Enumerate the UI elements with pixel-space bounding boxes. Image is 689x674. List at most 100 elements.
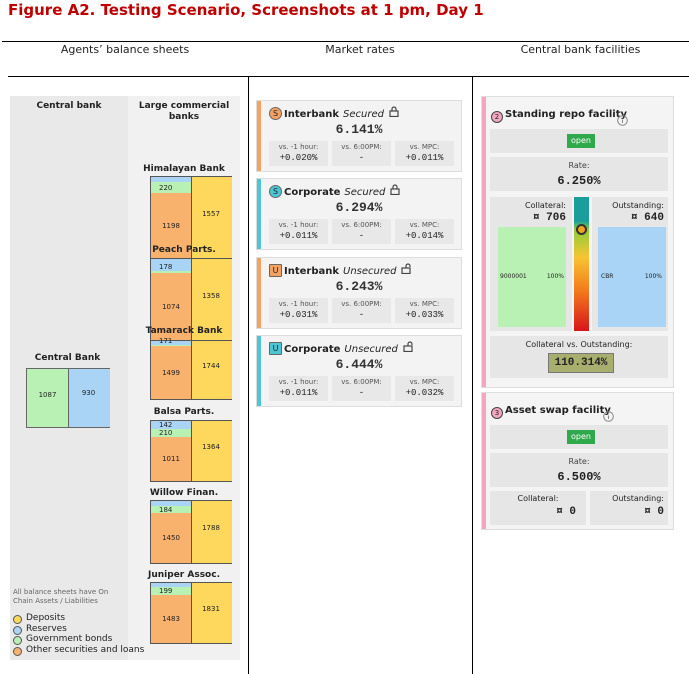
bonds — [151, 345, 191, 346]
rate-card: S Corporate Secured 6.294% vs. -1 hour: +0.01… — [256, 178, 462, 250]
outstanding-label: Outstanding: — [612, 201, 664, 210]
legend-swatch — [13, 615, 22, 624]
section-header: Large commercial banks — [138, 101, 230, 122]
value-label: 1358 — [202, 292, 220, 300]
reserves — [151, 341, 191, 345]
legend-label: Other securities and loans — [26, 644, 145, 655]
status-button: open — [567, 430, 595, 444]
bank-name: Peach Parts. — [152, 245, 216, 255]
change-label: vs. MPC: — [409, 143, 440, 151]
market-icon: S — [269, 107, 282, 120]
outstanding-value: ¤ 640 — [630, 212, 664, 224]
bonds — [151, 506, 191, 513]
rate: 6.243% — [335, 279, 383, 294]
market-icon: U — [269, 342, 282, 355]
rate-box — [490, 157, 668, 191]
lock-icon — [403, 341, 413, 355]
value-label: 1364 — [202, 443, 220, 451]
gauge — [574, 197, 589, 331]
reserves — [151, 421, 191, 429]
legend-swatch — [13, 636, 22, 645]
bar-id: 9000001 — [500, 273, 527, 280]
other — [151, 595, 191, 643]
facility-card: 2 Standing repo facility open Rate: 6.250% Co… — [481, 96, 674, 388]
change-label: vs. 6:00PM: — [341, 221, 382, 229]
value-label: 1087 — [38, 391, 57, 399]
market-kind: Unsecured — [344, 344, 398, 355]
lock-icon — [390, 184, 400, 198]
card-header: Interbank Unsecured — [284, 263, 412, 278]
legend-swatch — [13, 625, 22, 635]
value-label: 142 — [159, 421, 173, 429]
info-icon — [603, 407, 614, 422]
outstanding-bar: CBR 100% — [598, 227, 666, 327]
change-label: vs. MPC: — [409, 300, 440, 308]
facility-number: 2 — [491, 111, 503, 123]
value-label: 1744 — [202, 362, 220, 370]
change-value: +0.020% — [279, 153, 318, 163]
rate-label: Rate: — [568, 161, 590, 170]
value-label: 1011 — [162, 455, 180, 463]
facility-name: Asset swap facility — [505, 405, 611, 416]
change-label: vs. -1 hour: — [278, 143, 319, 151]
bank-name: Willow Finan. — [149, 488, 219, 498]
bar-share: 100% — [644, 273, 662, 280]
rate: 6.294% — [335, 200, 383, 215]
reserves — [151, 501, 191, 506]
change-value: +0.014% — [405, 231, 444, 241]
change-box: vs. 6:00PM: - — [332, 298, 391, 323]
assets — [27, 369, 68, 427]
outstanding-label: Outstanding: — [612, 494, 664, 503]
value-label: 1499 — [162, 368, 180, 377]
rate: 6.444% — [335, 357, 383, 372]
collateral-bar: 9000001 100% — [498, 227, 566, 327]
change-box: vs. MPC: +0.011% — [395, 141, 454, 166]
divider — [248, 76, 249, 674]
deposits — [191, 259, 232, 341]
change-box: vs. MPC: +0.032% — [395, 376, 454, 401]
change-value: - — [358, 231, 365, 241]
change-label: vs. MPC: — [409, 378, 440, 386]
change-box: vs. MPC: +0.033% — [395, 298, 454, 323]
balance-sheet: 220 1198 1557 — [150, 176, 232, 260]
section-header: Central bank — [36, 101, 102, 111]
card-stripe — [257, 101, 261, 171]
change-label: vs. 6:00PM: — [341, 300, 382, 308]
value-label: 1788 — [202, 524, 220, 532]
rate-label: Rate: — [568, 457, 590, 466]
collateral-label: Collateral: — [525, 201, 566, 210]
market-kind: Secured — [344, 187, 386, 198]
value-label: 1450 — [162, 534, 180, 542]
value-label: 220 — [159, 183, 173, 192]
market-kind: Secured — [343, 109, 384, 120]
change-value: +0.011% — [279, 388, 318, 398]
value-label: 178 — [159, 263, 173, 271]
rate: 6.141% — [335, 122, 383, 137]
market-icon: S — [269, 185, 282, 198]
deposits — [191, 341, 232, 399]
figure-title: Figure A2. Testing Scenario, Screenshots… — [8, 1, 484, 19]
facility-name: Standing repo facility — [505, 109, 628, 120]
change-value: - — [358, 310, 365, 320]
other — [151, 273, 191, 341]
other — [151, 513, 191, 563]
change-value: +0.011% — [279, 231, 318, 241]
bar-share: 100% — [546, 273, 564, 280]
outstanding-box — [590, 491, 668, 525]
value-label: 184 — [159, 505, 173, 514]
column-header: Central bank facilities — [520, 43, 641, 56]
balance-sheet: 199 1483 1831 — [150, 582, 232, 644]
bank-name: Central Bank — [34, 353, 101, 363]
rate-box — [490, 453, 668, 487]
change-value: +0.033% — [405, 310, 444, 320]
ratio-value: 110.314% — [548, 353, 614, 373]
rate: 6.250% — [557, 174, 601, 188]
card-stripe — [257, 258, 261, 328]
value-label: 1074 — [162, 303, 180, 311]
deposits — [191, 583, 232, 643]
card-header: Corporate Secured — [284, 184, 400, 199]
market-name: Corporate — [284, 187, 341, 198]
status-button: open — [567, 134, 595, 148]
facility-card: 3 Asset swap facility open Rate: 6.500% Colla… — [481, 392, 674, 530]
